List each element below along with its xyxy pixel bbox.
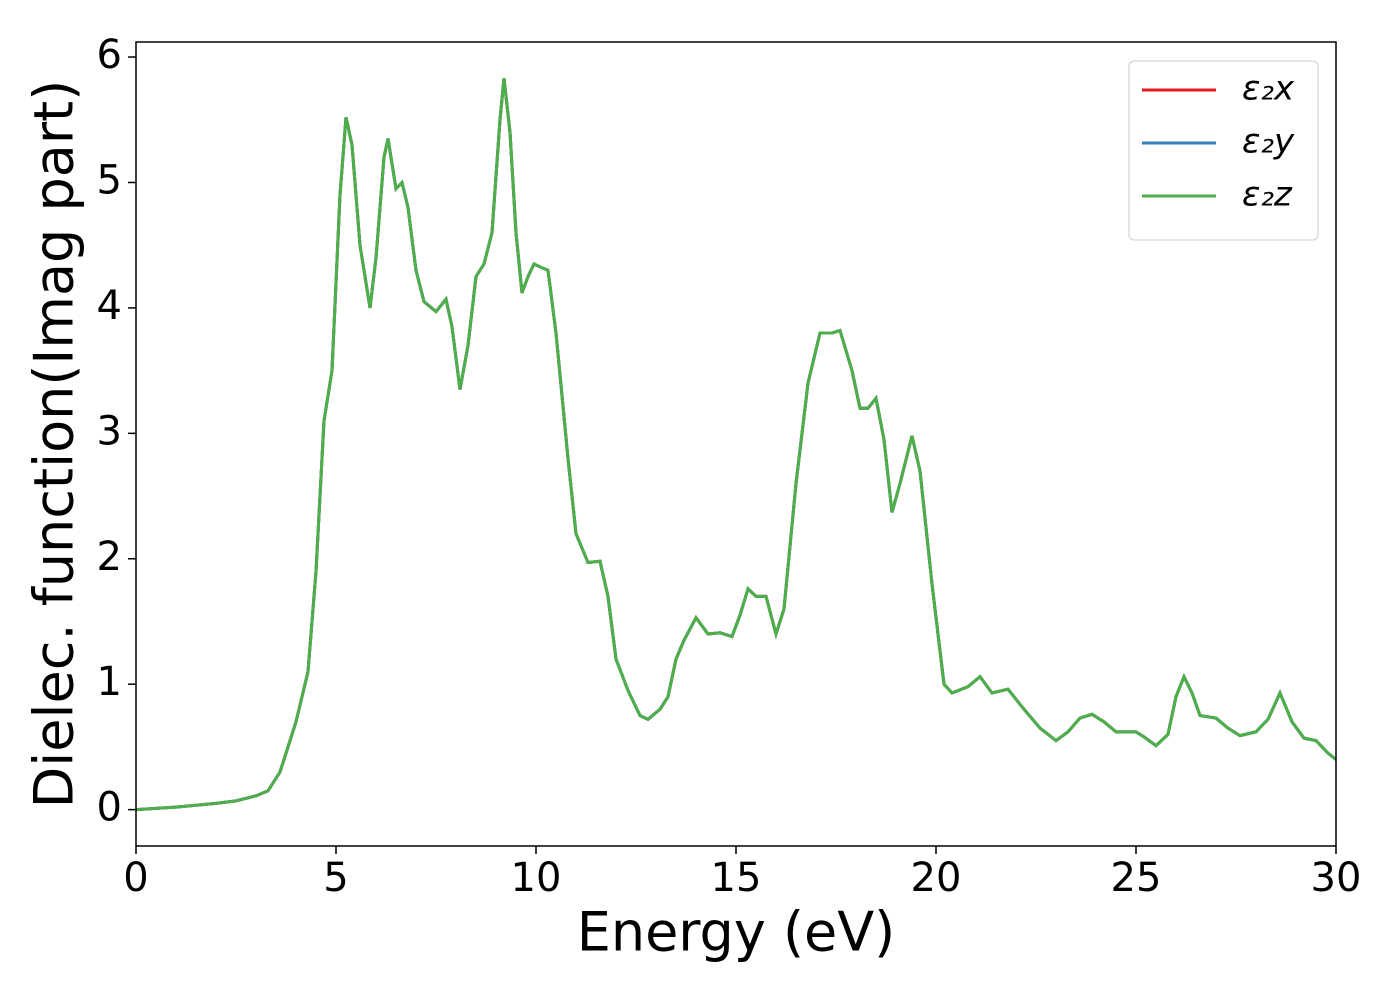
y-tick-label: 1 bbox=[97, 659, 122, 705]
y-tick-label: 0 bbox=[97, 785, 122, 831]
legend-label: ε₂x bbox=[1242, 69, 1295, 109]
y-axis-label: Dielec. function(Imag part) bbox=[23, 80, 86, 809]
x-tick-label: 30 bbox=[1311, 855, 1362, 901]
x-axis-label: Energy (eV) bbox=[577, 901, 896, 964]
plot-frame bbox=[135, 41, 1337, 847]
series-line bbox=[136, 78, 1336, 812]
x-tick-label: 0 bbox=[123, 855, 148, 901]
y-tick-label: 3 bbox=[97, 408, 122, 454]
x-tick-label: 10 bbox=[511, 855, 562, 901]
x-tick-label: 25 bbox=[1111, 855, 1162, 901]
y-tick-label: 5 bbox=[97, 157, 122, 203]
legend-label: ε₂z bbox=[1242, 175, 1293, 215]
legend-label: ε₂y bbox=[1242, 122, 1295, 162]
x-tick-label: 5 bbox=[323, 855, 348, 901]
x-tick-label: 20 bbox=[911, 855, 962, 901]
y-tick-label: 2 bbox=[97, 534, 122, 580]
x-tick-label: 15 bbox=[711, 855, 762, 901]
y-tick-label: 6 bbox=[97, 32, 122, 78]
y-tick-label: 4 bbox=[97, 283, 122, 329]
